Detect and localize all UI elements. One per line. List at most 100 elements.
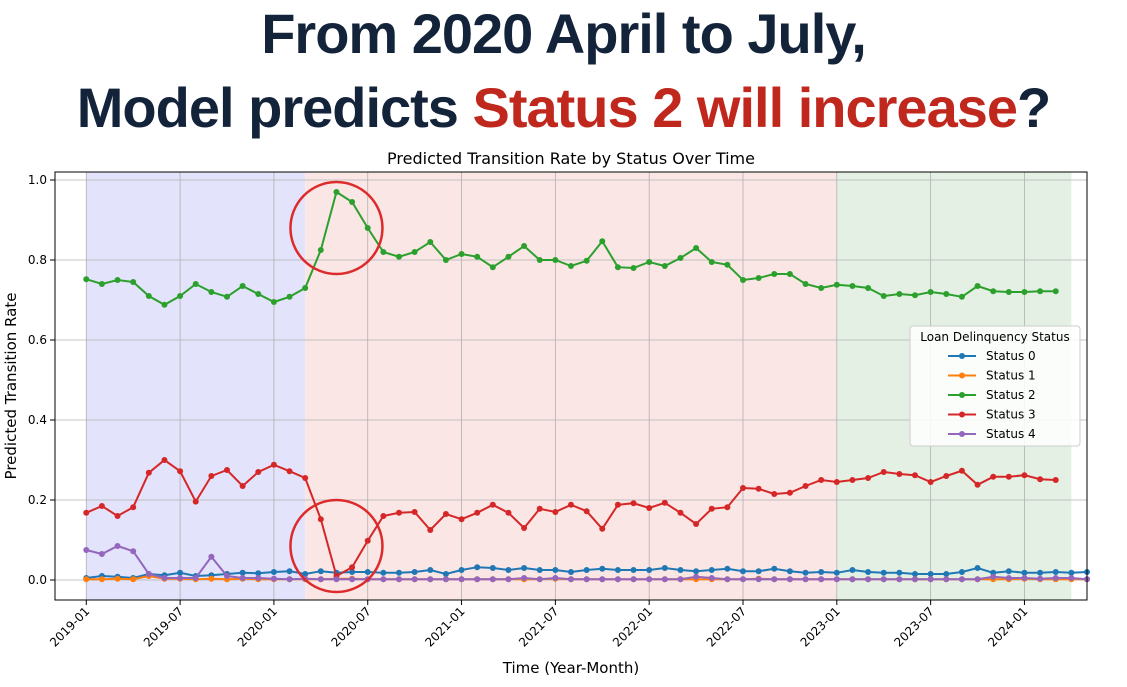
data-point [802, 576, 809, 583]
data-point [255, 575, 262, 581]
data-point [552, 257, 559, 263]
data-point [442, 571, 449, 577]
data-point [958, 293, 965, 300]
data-point [411, 509, 418, 515]
data-point [599, 525, 606, 532]
x-tick-label: 2020-01 [235, 604, 280, 649]
data-point [130, 576, 137, 583]
data-point [552, 575, 559, 581]
data-point [192, 281, 199, 287]
data-point [912, 472, 918, 479]
data-point [693, 573, 700, 580]
data-point [661, 576, 668, 583]
data-point [974, 481, 981, 488]
data-point [521, 575, 528, 581]
data-point [1021, 472, 1028, 479]
legend-entry: Status 3 [986, 408, 1036, 422]
data-point [708, 505, 715, 512]
data-point [83, 547, 90, 553]
data-point [505, 253, 512, 260]
series-4 [83, 543, 1090, 583]
legend-title: Loan Delinquency Status [920, 330, 1069, 344]
data-point [302, 475, 309, 481]
data-point [630, 265, 637, 271]
data-point [505, 567, 512, 573]
data-point [740, 485, 746, 491]
data-point [927, 289, 934, 295]
data-point [270, 461, 277, 468]
data-point [458, 567, 465, 573]
data-point [396, 569, 402, 576]
data-point [740, 568, 746, 575]
data-point [396, 509, 402, 516]
data-point [990, 573, 997, 580]
data-point [646, 567, 653, 573]
data-point [755, 576, 762, 583]
data-point [317, 516, 324, 523]
x-tick-label: 2020-07 [328, 604, 373, 649]
data-point [630, 500, 637, 507]
data-point [583, 508, 590, 515]
data-point [380, 576, 387, 583]
data-point [755, 275, 762, 281]
data-point [130, 548, 137, 555]
data-point [880, 469, 887, 475]
x-tick-label: 2019-01 [47, 604, 92, 649]
data-point [630, 576, 637, 583]
data-point [536, 567, 543, 573]
data-point [693, 568, 700, 575]
data-point [990, 288, 997, 295]
data-point [442, 511, 449, 517]
legend-entry: Status 1 [986, 369, 1036, 383]
data-point [724, 565, 731, 572]
data-point [1052, 575, 1059, 581]
data-point [896, 569, 903, 576]
data-point [224, 467, 230, 473]
series-2 [83, 189, 1059, 308]
y-tick-label: 0.0 [28, 573, 47, 587]
data-point [255, 570, 262, 577]
data-point [1005, 575, 1012, 581]
data-point [442, 257, 449, 263]
data-point [177, 468, 184, 475]
data-point [489, 264, 496, 271]
data-point [1021, 569, 1028, 576]
data-point [1005, 568, 1012, 575]
data-point [427, 239, 434, 245]
data-point [505, 509, 512, 516]
data-point [333, 189, 340, 195]
data-point [1037, 288, 1044, 295]
data-point [818, 285, 825, 291]
data-point [380, 569, 387, 576]
data-point [927, 479, 934, 485]
data-point [661, 499, 668, 506]
data-point [521, 525, 528, 531]
headline-highlight: Status 2 will increase [472, 76, 1018, 139]
highlight-circle-0 [289, 180, 384, 276]
plot-frame [54, 171, 1088, 601]
data-point [364, 225, 371, 231]
data-point [333, 576, 340, 583]
y-tick-label: 0.8 [28, 253, 47, 267]
data-point [302, 285, 309, 291]
highlight-circle-1 [289, 498, 384, 594]
data-point [661, 565, 668, 571]
data-point [364, 537, 371, 544]
data-point [646, 259, 653, 265]
data-point [208, 575, 215, 582]
data-point [192, 575, 199, 581]
data-point [317, 576, 324, 583]
data-point [1037, 575, 1044, 582]
data-point [98, 281, 105, 287]
data-point [239, 283, 246, 289]
data-point [786, 489, 793, 496]
data-point [740, 576, 746, 583]
data-point [177, 293, 184, 299]
data-point [1052, 569, 1059, 575]
data-point [177, 575, 184, 581]
data-point [927, 571, 934, 577]
y-tick-label: 1.0 [28, 173, 47, 187]
data-point [912, 292, 918, 299]
legend-swatch-marker [959, 392, 965, 398]
data-point [349, 576, 356, 583]
